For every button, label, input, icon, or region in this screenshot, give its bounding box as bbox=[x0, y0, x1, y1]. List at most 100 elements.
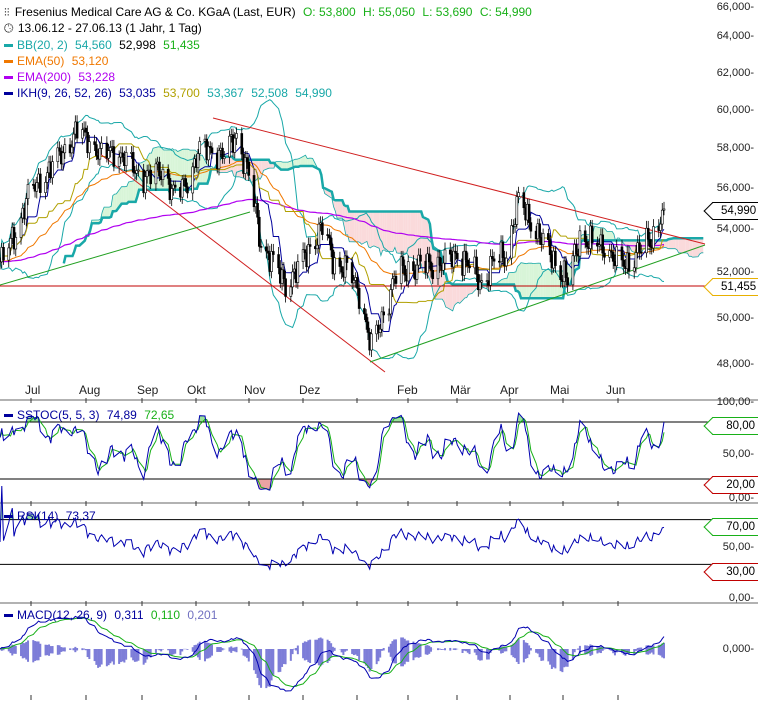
candle bbox=[466, 259, 470, 267]
candle bbox=[468, 265, 471, 269]
cloud-segment bbox=[505, 278, 508, 285]
cloud-segment bbox=[293, 159, 296, 168]
cloud-segment bbox=[123, 186, 126, 204]
macd-panel bbox=[0, 615, 666, 692]
macd-histogram-bar bbox=[512, 643, 515, 658]
cloud-segment bbox=[556, 270, 558, 299]
macd-histogram-bar bbox=[168, 649, 171, 656]
price-tick: 48,000- bbox=[716, 358, 754, 370]
legend-sstoc[interactable]: SSTOC(5, 5, 3) 74,89 72,65 bbox=[4, 407, 178, 423]
month-label: Feb bbox=[397, 383, 418, 397]
legend-ikh[interactable]: IKH(9, 26, 52, 26) 53,035 53,700 53,367 … bbox=[4, 85, 336, 101]
macd-histogram-bar bbox=[573, 649, 576, 653]
candle bbox=[634, 252, 638, 269]
cloud-segment bbox=[676, 238, 679, 253]
candle bbox=[307, 244, 310, 268]
macd-histogram-bar bbox=[363, 649, 366, 664]
rsi-line bbox=[0, 485, 665, 571]
candle bbox=[144, 176, 147, 194]
candle bbox=[603, 252, 606, 258]
macd-histogram-bar bbox=[620, 649, 623, 654]
macd-histogram-bar bbox=[437, 648, 439, 651]
candle bbox=[608, 250, 611, 258]
price-tick: 58,000- bbox=[716, 142, 754, 154]
candle bbox=[343, 255, 347, 278]
macd-histogram-bar bbox=[51, 646, 54, 654]
candle bbox=[454, 250, 457, 254]
candle bbox=[180, 178, 184, 198]
macd-histogram-bar bbox=[69, 648, 72, 650]
legend-bb[interactable]: BB(20, 2) 54,560 52,998 51,435 bbox=[4, 37, 204, 53]
price-tick: 66,000- bbox=[716, 1, 754, 13]
cloud-segment bbox=[468, 284, 471, 295]
candle bbox=[95, 144, 98, 156]
candle bbox=[645, 227, 648, 254]
candle bbox=[403, 265, 407, 276]
macd-histogram-bar bbox=[601, 647, 604, 651]
macd-histogram-bar bbox=[146, 649, 149, 660]
candle bbox=[648, 239, 652, 247]
cloud-segment bbox=[692, 238, 698, 258]
cloud-segment bbox=[538, 263, 541, 299]
macd-histogram-bar bbox=[424, 645, 427, 655]
stoch-d-line bbox=[0, 416, 665, 491]
legend-ema200[interactable]: EMA(200) 53,228 bbox=[4, 69, 119, 85]
period-row: 🕓︎ 13.06.12 - 27.06.13 (1 Jahr, 1 Tag) bbox=[4, 20, 206, 36]
macd-histogram-bar bbox=[125, 649, 128, 660]
candle bbox=[412, 261, 415, 272]
legend-macd[interactable]: MACD(12, 26, 9) 0,311 0,110 0,201 bbox=[4, 607, 221, 623]
cloud-segment bbox=[104, 207, 110, 218]
macd-histogram-bar bbox=[608, 649, 611, 651]
macd-histogram-bar bbox=[598, 646, 601, 653]
candle bbox=[406, 261, 410, 282]
legend-rsi[interactable]: RSI(14) 73,37 bbox=[4, 508, 100, 524]
chart-settings-icon[interactable]: ⫶⫶ bbox=[4, 7, 10, 19]
cloud-segment bbox=[380, 211, 383, 256]
macd-tick: 0,000- bbox=[722, 643, 754, 655]
macd-histogram-bar bbox=[133, 649, 136, 662]
candle bbox=[340, 266, 343, 273]
macd-histogram-bar bbox=[123, 649, 126, 663]
macd-histogram-bar bbox=[76, 648, 79, 651]
legend-ema50[interactable]: EMA(50) 53,120 bbox=[4, 53, 112, 69]
candle bbox=[321, 222, 324, 235]
macd-histogram-bar bbox=[624, 649, 627, 656]
candle bbox=[345, 255, 349, 263]
candle bbox=[622, 259, 626, 267]
macd-histogram-bar bbox=[547, 649, 550, 662]
macd-histogram-bar bbox=[48, 644, 51, 656]
macd-histogram-bar bbox=[247, 649, 250, 662]
macd-histogram-bar bbox=[35, 641, 38, 661]
candle bbox=[578, 230, 582, 257]
macd-histogram-bar bbox=[62, 647, 65, 652]
macd-histogram-bar bbox=[589, 644, 592, 656]
candle bbox=[464, 250, 468, 261]
macd-histogram-bar bbox=[444, 648, 447, 651]
cloud-segment bbox=[133, 178, 136, 202]
macd-histogram-bar bbox=[11, 644, 14, 656]
rising-trendline-1 bbox=[0, 211, 251, 286]
cloud-segment bbox=[552, 270, 555, 299]
candle bbox=[70, 146, 74, 154]
oversold-fill bbox=[0, 479, 665, 491]
cloud-segment bbox=[689, 238, 691, 257]
candle bbox=[329, 237, 333, 251]
ikh-span-b: 52,508 bbox=[251, 86, 288, 100]
macd-histogram-bar bbox=[452, 648, 455, 650]
cloud-segment bbox=[459, 284, 465, 304]
macd-histogram-bar bbox=[230, 646, 233, 653]
bb-upper: 54,560 bbox=[75, 38, 112, 52]
candle bbox=[222, 156, 226, 159]
rising-trendline-2 bbox=[369, 244, 706, 363]
macd-histogram-bar bbox=[419, 643, 422, 657]
cloud-segment bbox=[188, 149, 190, 190]
period-text[interactable]: 13.06.12 - 27.06.13 (1 Jahr, 1 Tag) bbox=[17, 21, 202, 35]
macd-histogram-bar bbox=[550, 649, 553, 669]
candle bbox=[429, 261, 433, 271]
macd-histogram-bar bbox=[37, 641, 40, 661]
candle bbox=[173, 184, 177, 188]
high-value: H: 55,050 bbox=[363, 5, 416, 19]
macd-histogram-bar bbox=[317, 638, 320, 666]
candle bbox=[245, 157, 249, 163]
